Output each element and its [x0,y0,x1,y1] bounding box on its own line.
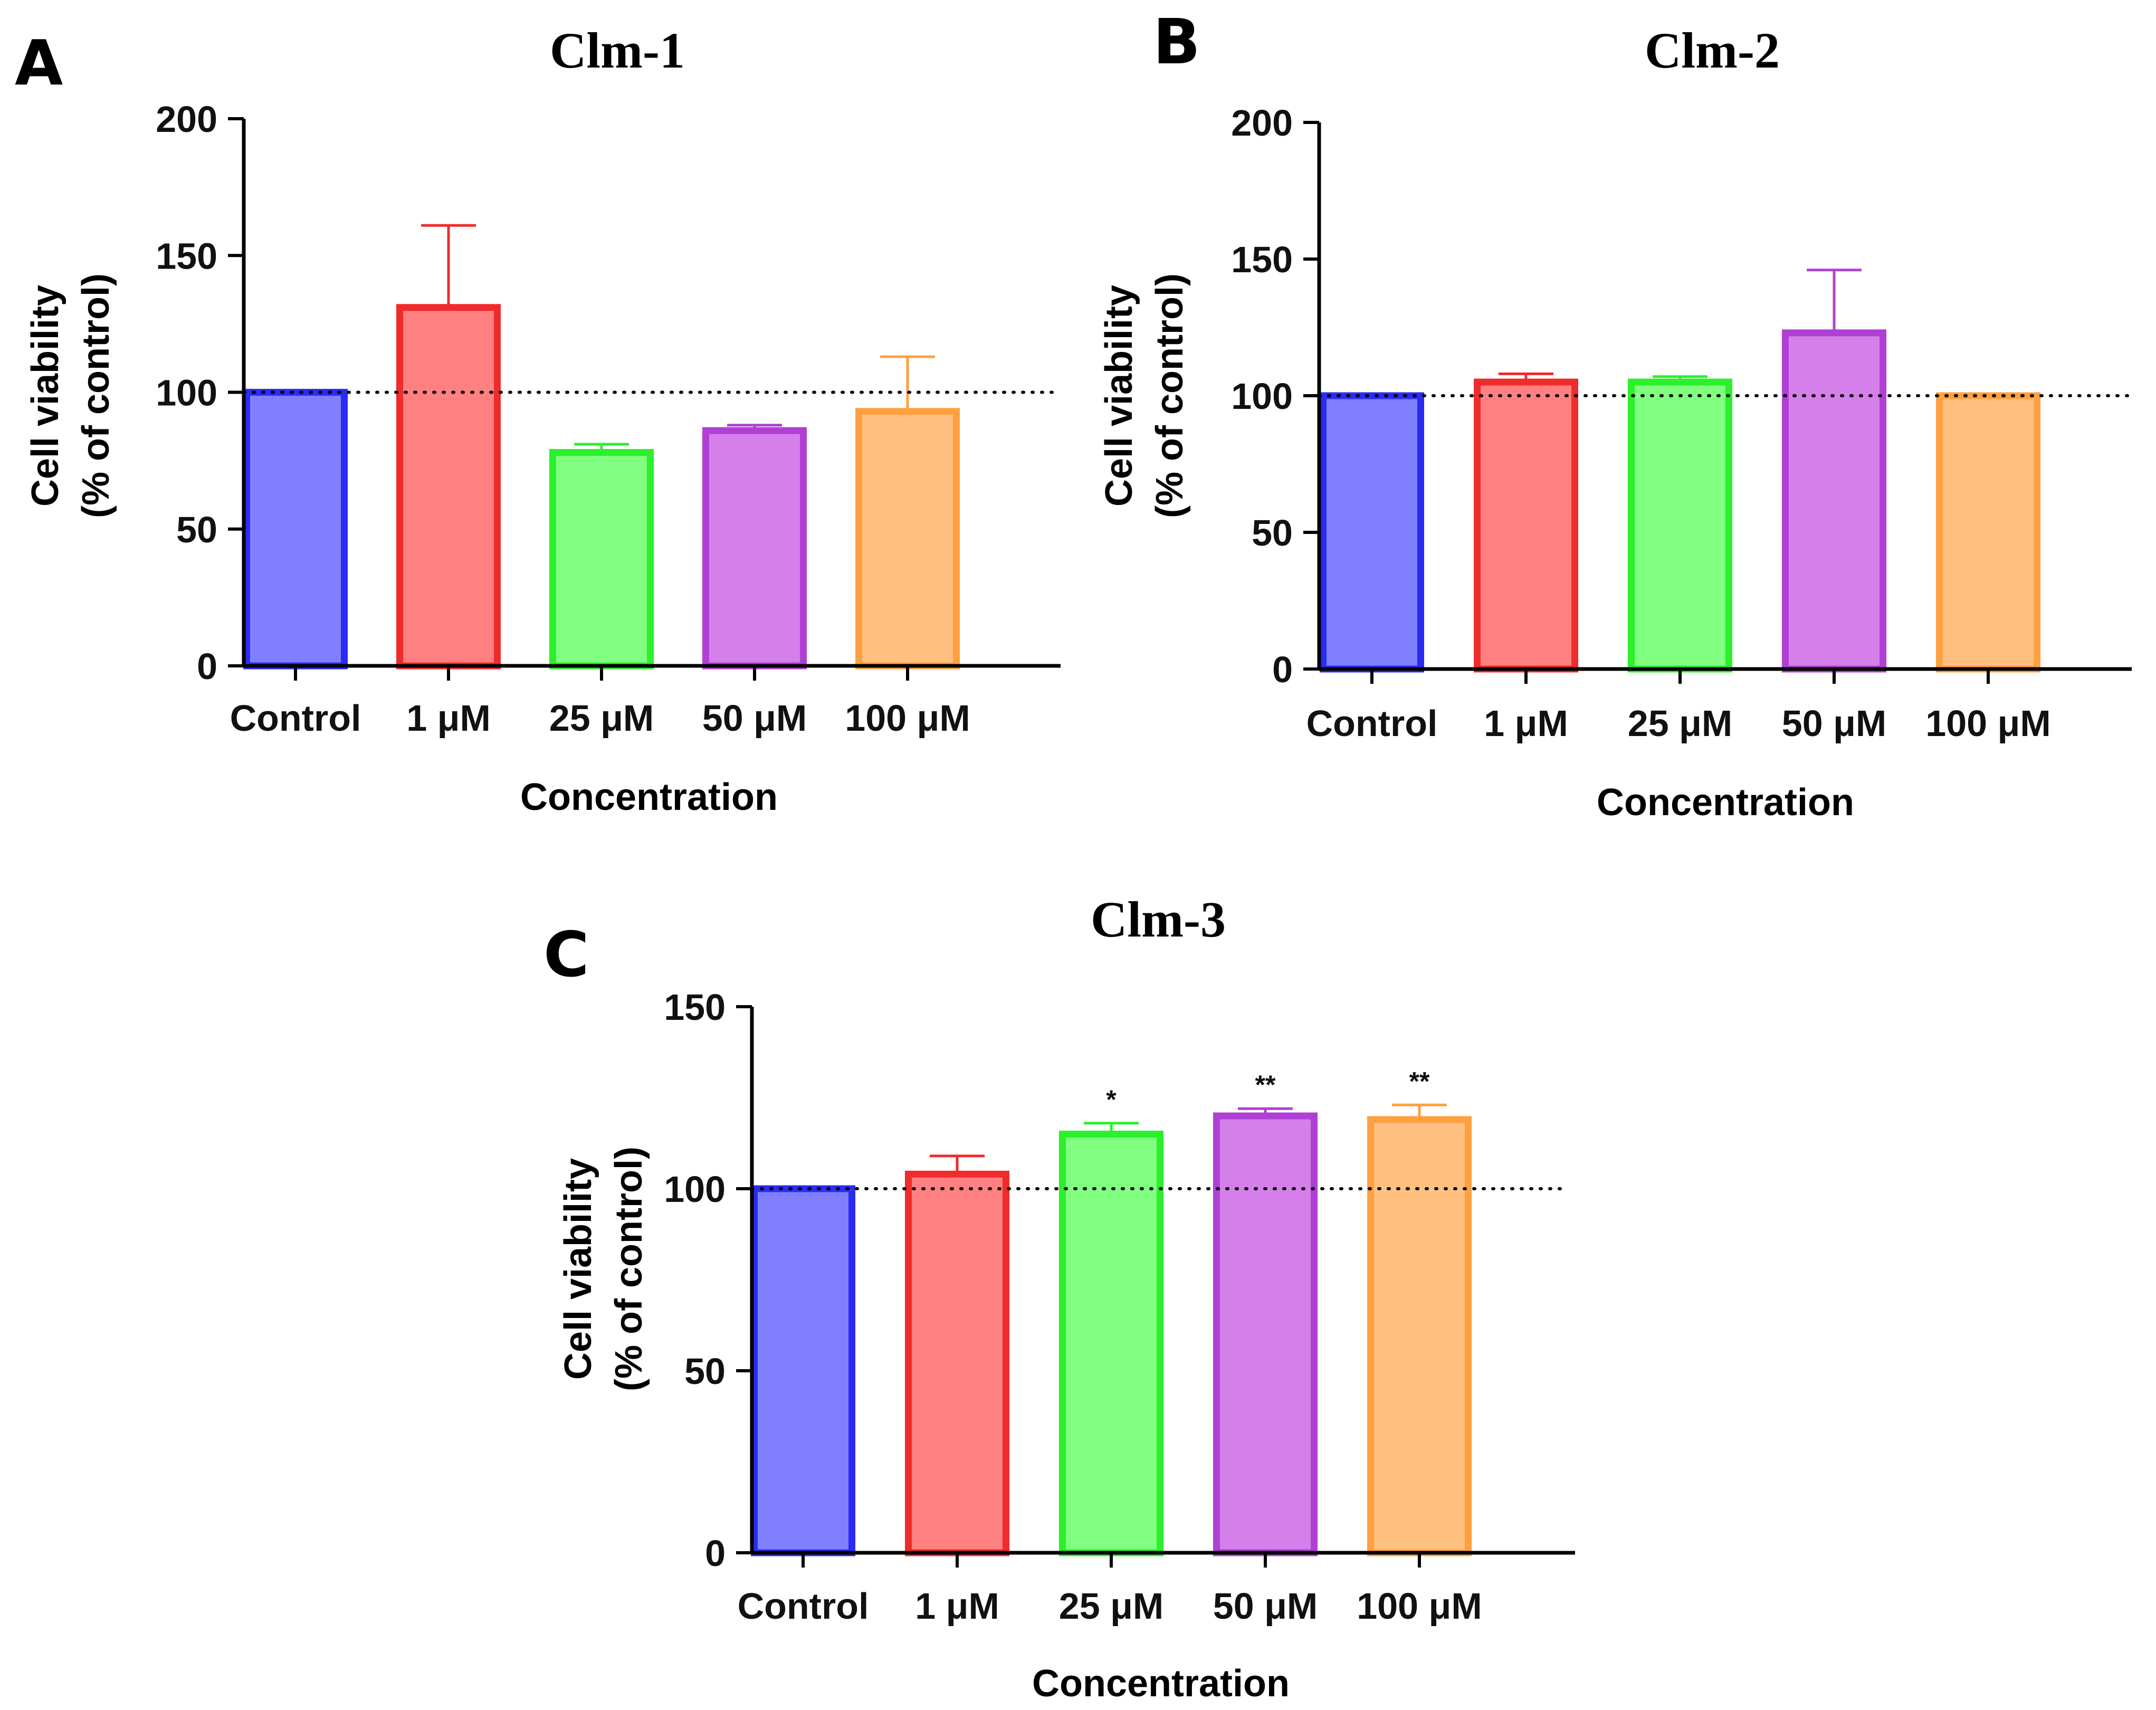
bar [1782,329,1886,673]
y-tick-label: 0 [197,646,217,687]
y-axis-title-line-2: (% of control) [75,273,117,518]
panel-letter: A [15,26,63,99]
significance-label: ** [1409,1066,1430,1096]
x-axis-title: Concentration [1032,1663,1290,1705]
y-axis-title-line-1: Cell viability [557,1158,599,1380]
bar [1320,392,1424,673]
y-tick-label: 0 [1272,649,1293,690]
panel-c: C Clm-3 Cell viability (% of control) Co… [543,891,1575,1705]
y-tick-label: 50 [1252,512,1293,553]
bar [396,304,501,670]
panel-a: A Clm-1 Cell viability (% of control) Co… [15,22,1062,818]
chart-title: Clm-1 [550,22,685,79]
y-tick-label: 150 [1231,239,1293,280]
significance-label: * [1106,1085,1117,1114]
x-tick-label: Control [230,698,361,739]
plot-area: Control 1 μM * 25 μM ** 50 μM ** 100 μM 0 50 100 15… [664,987,1575,1627]
y-tick-label: 50 [684,1351,726,1392]
y-tick-label: 0 [705,1533,726,1574]
x-tick-label: 100 μM [845,698,970,739]
x-tick-label: 1 μM [406,698,491,739]
y-axis-title-line-1: Cell viability [1098,285,1140,507]
y-tick-label: 100 [156,372,217,414]
y-tick-label: 100 [664,1169,726,1210]
y-axis-title: Cell viability (% of control) [1098,273,1191,518]
x-tick-label: 100 μM [1925,703,2050,744]
bar [1936,392,2040,673]
y-axis-title: Cell viability (% of control) [557,1147,650,1391]
bar [1213,1112,1318,1556]
x-tick-label: 50 μM [1213,1585,1318,1627]
x-tick-label: Control [738,1585,869,1627]
y-tick-label: 150 [156,235,217,276]
x-tick-label: 1 μM [915,1585,999,1627]
x-tick-label: 50 μM [1782,703,1886,744]
bar [702,427,807,670]
bar [855,408,960,670]
significance-label: ** [1255,1070,1276,1100]
y-tick-label: 150 [664,987,726,1028]
chart-title: Clm-3 [1091,891,1226,948]
x-axis-title: Concentration [1597,781,1854,824]
bar [1367,1116,1472,1556]
bar [751,1185,855,1556]
bar [905,1170,1009,1556]
panel-b: B Clm-2 Cell viability (% of control) Co… [1098,5,2133,824]
y-axis-title-line-2: (% of control) [1149,273,1191,518]
x-tick-label: 25 μM [1628,703,1732,744]
x-tick-label: 50 μM [702,698,807,739]
plot-area: Control 1 μM 25 μM 50 μM 100 μM 0 50 100 150 200 [1231,102,2133,744]
panel-letter: B [1153,5,1200,78]
x-tick-label: 25 μM [549,698,654,739]
y-tick-label: 50 [176,509,217,550]
bar [1059,1131,1163,1556]
y-axis-title-line-2: (% of control) [608,1147,650,1391]
x-axis-title: Concentration [520,776,778,818]
bar [243,389,348,670]
y-tick-label: 100 [1231,376,1293,417]
y-axis-title: Cell viability (% of control) [24,273,117,518]
x-tick-label: 1 μM [1484,703,1568,744]
chart-title: Clm-2 [1645,22,1780,79]
x-tick-label: 25 μM [1059,1585,1163,1627]
bar [1628,378,1732,673]
x-tick-label: 100 μM [1357,1585,1482,1627]
y-tick-label: 200 [156,99,217,140]
y-axis-title-line-1: Cell viability [24,285,66,507]
x-tick-label: Control [1306,703,1438,744]
bar [1474,378,1578,673]
plot-area: Control 1 μM 25 μM 50 μM 100 μM 0 50 100 150 200 [156,99,1062,739]
panel-letter: C [543,918,589,991]
bar [549,449,654,670]
y-tick-label: 200 [1231,102,1293,144]
